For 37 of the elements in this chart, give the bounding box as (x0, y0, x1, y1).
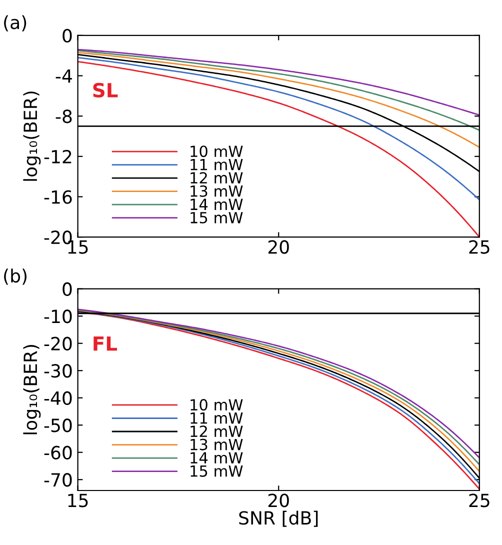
legend-label: 14 mW (190, 198, 243, 210)
y-axis-title: log₁₀(BER) (23, 92, 41, 181)
legend-label: 15 mW (190, 465, 243, 477)
x-axis-title: SNR [dB] (239, 510, 318, 527)
x-tick-label: 20 (268, 240, 289, 254)
y-tick-label: -30 (44, 364, 72, 378)
y-tick-label: 0 (62, 28, 72, 43)
annotation: FL (94, 336, 118, 351)
legend-label: 11 mW (190, 412, 243, 424)
y-tick-label: -40 (44, 391, 72, 405)
x-tick-label: 20 (268, 494, 289, 508)
legend-label: 12 mW (190, 172, 243, 184)
y-tick-label: 0 (62, 282, 72, 296)
y-tick-label: -10 (44, 310, 72, 324)
x-tick-label: 25 (469, 240, 490, 254)
legend-label: 10 mW (190, 146, 243, 158)
y-tick-label: -60 (44, 446, 72, 460)
y-tick-label: -50 (44, 418, 72, 432)
legend-label: 10 mW (190, 399, 243, 411)
text: (a) (4, 15, 26, 32)
legend-label: 14 mW (190, 452, 243, 464)
annotation: SL (93, 82, 118, 98)
y-axis-title: log₁₀(BER) (23, 345, 41, 434)
legend-label: 13 mW (190, 438, 243, 450)
y-tick-label: -4 (56, 69, 72, 83)
legend-label: 11 mW (190, 159, 243, 170)
y-tick-label: -12 (44, 150, 72, 164)
legend-label: 15 mW (190, 212, 243, 224)
y-tick-label: -8 (56, 110, 72, 124)
y-tick-label: -70 (44, 473, 72, 487)
legend-label: 12 mW (190, 426, 243, 437)
legend-label: 13 mW (190, 185, 243, 197)
x-tick-label: 25 (469, 494, 490, 508)
y-tick-label: -20 (44, 336, 72, 350)
text: (b) (4, 268, 27, 285)
x-tick-label: 15 (68, 494, 88, 508)
y-tick-label: -16 (44, 190, 72, 204)
